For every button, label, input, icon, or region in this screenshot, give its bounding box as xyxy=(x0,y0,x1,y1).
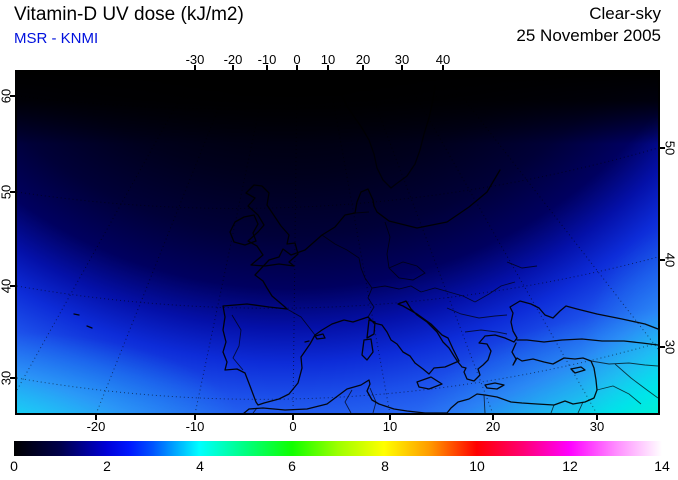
coastline-great-britain xyxy=(245,184,299,267)
top-axis-label: -30 xyxy=(185,52,205,67)
left-axis-tick xyxy=(10,191,16,193)
left-axis-label: 60 xyxy=(0,88,14,104)
top-axis-label: -20 xyxy=(223,52,243,67)
islands-atlantic xyxy=(73,313,93,329)
parallel-60n xyxy=(17,72,591,110)
colorbar-tick-label: 8 xyxy=(381,458,389,474)
left-axis-tick xyxy=(10,95,16,97)
header-right: Clear-sky 25 November 2005 xyxy=(516,3,661,47)
top-axis-tick xyxy=(362,65,364,71)
night-terminator-fade xyxy=(17,72,658,232)
coastline-turkey-africa xyxy=(243,338,658,413)
top-axis-tick xyxy=(266,65,268,71)
source-subtitle: MSR - KNMI xyxy=(14,30,99,47)
date-label: 25 November 2005 xyxy=(516,26,661,45)
bottom-axis-label: 30 xyxy=(589,419,605,434)
colorbar-tick-label: 0 xyxy=(10,458,18,474)
left-axis-label: 40 xyxy=(0,278,14,294)
colorbar-tick-label: 12 xyxy=(562,458,578,474)
islands-balearic xyxy=(304,333,326,343)
top-axis-label: 20 xyxy=(355,52,371,67)
meridian-20w xyxy=(95,72,234,413)
left-axis-tick xyxy=(10,377,16,379)
top-axis-label: 10 xyxy=(320,52,336,67)
bottom-axis-tick xyxy=(389,414,391,420)
bottom-axis-tick xyxy=(194,414,196,420)
meridian-40e xyxy=(442,72,658,350)
colorbar-tick-label: 6 xyxy=(288,458,296,474)
top-axis-label: 0 xyxy=(293,52,301,67)
island-sicily xyxy=(416,376,443,390)
condition-label: Clear-sky xyxy=(589,4,661,23)
meridian-20e xyxy=(362,72,494,413)
bottom-axis-tick xyxy=(596,414,598,420)
top-axis-label: 30 xyxy=(394,52,410,67)
top-axis-tick xyxy=(327,65,329,71)
coastline-ireland xyxy=(229,214,259,246)
island-crete xyxy=(484,382,505,390)
left-axis-label: 50 xyxy=(0,184,14,200)
top-axis-tick xyxy=(296,65,298,71)
uv-dose-map xyxy=(17,72,658,413)
top-axis-label: -10 xyxy=(257,52,277,67)
top-axis-tick xyxy=(194,65,196,71)
bottom-axis-label: 10 xyxy=(382,419,398,434)
bottom-axis-label: -10 xyxy=(185,419,205,434)
top-axis-tick xyxy=(232,65,234,71)
top-axis-tick xyxy=(401,65,403,71)
island-corsica xyxy=(366,319,376,339)
island-sardinia xyxy=(361,338,374,361)
bottom-axis-label: 20 xyxy=(485,419,501,434)
meridian-30e xyxy=(401,72,598,413)
map-frame xyxy=(15,70,660,415)
colorbar xyxy=(14,441,662,456)
bottom-axis-tick xyxy=(492,414,494,420)
page-title: Vitamin-D UV dose (kJ/m2) xyxy=(14,4,244,25)
island-cyprus xyxy=(570,366,586,374)
bottom-axis-tick xyxy=(95,414,97,420)
colorbar-tick-label: 4 xyxy=(196,458,204,474)
right-axis-label: 50 xyxy=(662,140,678,156)
meridian-30w xyxy=(17,72,196,391)
cyan-glow-bottom-left xyxy=(17,332,240,413)
graticule xyxy=(17,72,658,413)
left-axis-label: 30 xyxy=(0,370,14,386)
coastlines xyxy=(73,79,658,413)
coastline-scandinavia xyxy=(326,79,436,189)
bottom-axis-label: -20 xyxy=(86,419,106,434)
top-axis-tick xyxy=(442,65,444,71)
right-axis-label: 30 xyxy=(662,339,678,355)
colorbar-tick-label: 2 xyxy=(103,458,111,474)
right-axis-tick xyxy=(659,346,665,348)
bottom-axis-label: 0 xyxy=(289,419,297,434)
top-axis-label: 40 xyxy=(435,52,451,67)
teal-glow-right-edge xyxy=(580,229,658,413)
right-axis-label: 40 xyxy=(662,252,678,268)
colorbar-tick-label: 14 xyxy=(654,458,670,474)
bottom-axis-tick xyxy=(292,414,294,420)
colorbar-tick-label: 10 xyxy=(469,458,485,474)
coastline-mainland xyxy=(222,169,658,406)
country-borders xyxy=(231,211,658,413)
right-axis-tick xyxy=(659,147,665,149)
right-axis-tick xyxy=(659,259,665,261)
left-axis-tick xyxy=(10,285,16,287)
